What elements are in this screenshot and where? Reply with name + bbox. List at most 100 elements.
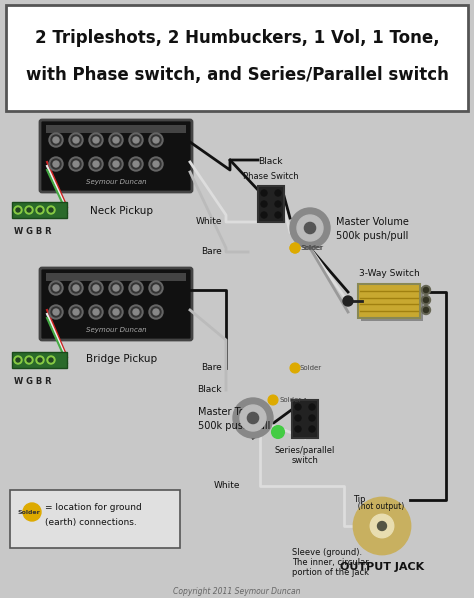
Circle shape bbox=[290, 243, 300, 253]
Text: Solder: Solder bbox=[18, 509, 40, 514]
Circle shape bbox=[69, 157, 83, 171]
Circle shape bbox=[89, 281, 103, 295]
Text: Solder: Solder bbox=[301, 245, 323, 251]
Circle shape bbox=[133, 137, 139, 143]
Circle shape bbox=[53, 309, 59, 315]
Circle shape bbox=[423, 307, 428, 313]
Circle shape bbox=[297, 215, 323, 241]
Circle shape bbox=[133, 309, 139, 315]
Circle shape bbox=[295, 415, 301, 421]
Circle shape bbox=[261, 201, 267, 207]
Text: Neck Pickup: Neck Pickup bbox=[91, 206, 154, 216]
Circle shape bbox=[295, 404, 301, 410]
Text: W G B R: W G B R bbox=[14, 227, 52, 236]
Bar bbox=[46, 273, 186, 281]
Circle shape bbox=[91, 307, 101, 317]
Circle shape bbox=[275, 190, 281, 196]
Text: The inner, circular: The inner, circular bbox=[292, 558, 369, 567]
Circle shape bbox=[91, 283, 101, 293]
Circle shape bbox=[149, 133, 163, 147]
Circle shape bbox=[290, 208, 330, 248]
Circle shape bbox=[89, 133, 103, 147]
FancyBboxPatch shape bbox=[6, 5, 468, 111]
Circle shape bbox=[151, 283, 161, 293]
Text: Tip: Tip bbox=[353, 496, 365, 505]
Circle shape bbox=[149, 157, 163, 171]
Circle shape bbox=[153, 137, 159, 143]
Circle shape bbox=[51, 283, 61, 293]
Circle shape bbox=[423, 297, 428, 303]
Circle shape bbox=[268, 395, 278, 405]
Circle shape bbox=[275, 212, 281, 218]
Circle shape bbox=[93, 161, 99, 167]
Circle shape bbox=[153, 161, 159, 167]
Text: 2 Tripleshots, 2 Humbuckers, 1 Vol, 1 Tone,: 2 Tripleshots, 2 Humbuckers, 1 Vol, 1 To… bbox=[35, 29, 439, 47]
Circle shape bbox=[377, 521, 386, 530]
Circle shape bbox=[109, 305, 123, 319]
Circle shape bbox=[51, 159, 61, 169]
Circle shape bbox=[36, 206, 44, 214]
Circle shape bbox=[421, 306, 430, 315]
Circle shape bbox=[275, 201, 281, 207]
Circle shape bbox=[91, 159, 101, 169]
Text: Solder: Solder bbox=[300, 365, 322, 371]
Circle shape bbox=[49, 208, 53, 212]
Circle shape bbox=[73, 285, 79, 291]
Circle shape bbox=[53, 161, 59, 167]
Circle shape bbox=[151, 135, 161, 145]
Circle shape bbox=[73, 137, 79, 143]
Circle shape bbox=[71, 283, 81, 293]
Text: 3-Way Switch: 3-Way Switch bbox=[359, 269, 419, 278]
Text: Black: Black bbox=[198, 386, 222, 395]
Bar bbox=[12, 352, 67, 368]
Text: Bare: Bare bbox=[201, 248, 222, 257]
Text: Master Volume: Master Volume bbox=[336, 217, 409, 227]
Circle shape bbox=[111, 159, 121, 169]
Text: Solder: Solder bbox=[302, 245, 324, 251]
Circle shape bbox=[25, 356, 33, 364]
Circle shape bbox=[93, 285, 99, 291]
Circle shape bbox=[111, 283, 121, 293]
Circle shape bbox=[151, 307, 161, 317]
FancyBboxPatch shape bbox=[10, 490, 180, 548]
Circle shape bbox=[111, 135, 121, 145]
Text: W G B R: W G B R bbox=[14, 377, 52, 386]
Circle shape bbox=[240, 405, 266, 431]
Circle shape bbox=[49, 133, 63, 147]
Circle shape bbox=[23, 503, 41, 521]
Circle shape bbox=[233, 398, 273, 438]
Circle shape bbox=[290, 363, 300, 373]
Circle shape bbox=[247, 413, 259, 423]
Circle shape bbox=[295, 426, 301, 432]
Circle shape bbox=[71, 307, 81, 317]
Circle shape bbox=[49, 157, 63, 171]
Circle shape bbox=[113, 285, 119, 291]
Circle shape bbox=[129, 281, 143, 295]
Circle shape bbox=[93, 309, 99, 315]
Circle shape bbox=[73, 309, 79, 315]
Circle shape bbox=[27, 208, 31, 212]
Circle shape bbox=[113, 161, 119, 167]
Circle shape bbox=[153, 285, 159, 291]
Text: White: White bbox=[213, 481, 240, 490]
Circle shape bbox=[49, 358, 53, 362]
Circle shape bbox=[421, 285, 430, 294]
Circle shape bbox=[71, 135, 81, 145]
Circle shape bbox=[304, 222, 316, 234]
Circle shape bbox=[309, 426, 315, 432]
Text: Sleeve (ground).: Sleeve (ground). bbox=[292, 548, 362, 557]
Circle shape bbox=[47, 206, 55, 214]
Circle shape bbox=[290, 243, 300, 253]
Text: (earth) connections.: (earth) connections. bbox=[45, 517, 137, 526]
Circle shape bbox=[133, 285, 139, 291]
Bar bbox=[46, 125, 186, 133]
Text: Seymour Duncan: Seymour Duncan bbox=[86, 179, 146, 185]
Text: White: White bbox=[195, 218, 222, 227]
Circle shape bbox=[36, 356, 44, 364]
Circle shape bbox=[131, 159, 141, 169]
Text: switch: switch bbox=[292, 456, 319, 465]
Text: Seymour Duncan: Seymour Duncan bbox=[86, 327, 146, 333]
Circle shape bbox=[131, 283, 141, 293]
Circle shape bbox=[73, 161, 79, 167]
Circle shape bbox=[53, 285, 59, 291]
